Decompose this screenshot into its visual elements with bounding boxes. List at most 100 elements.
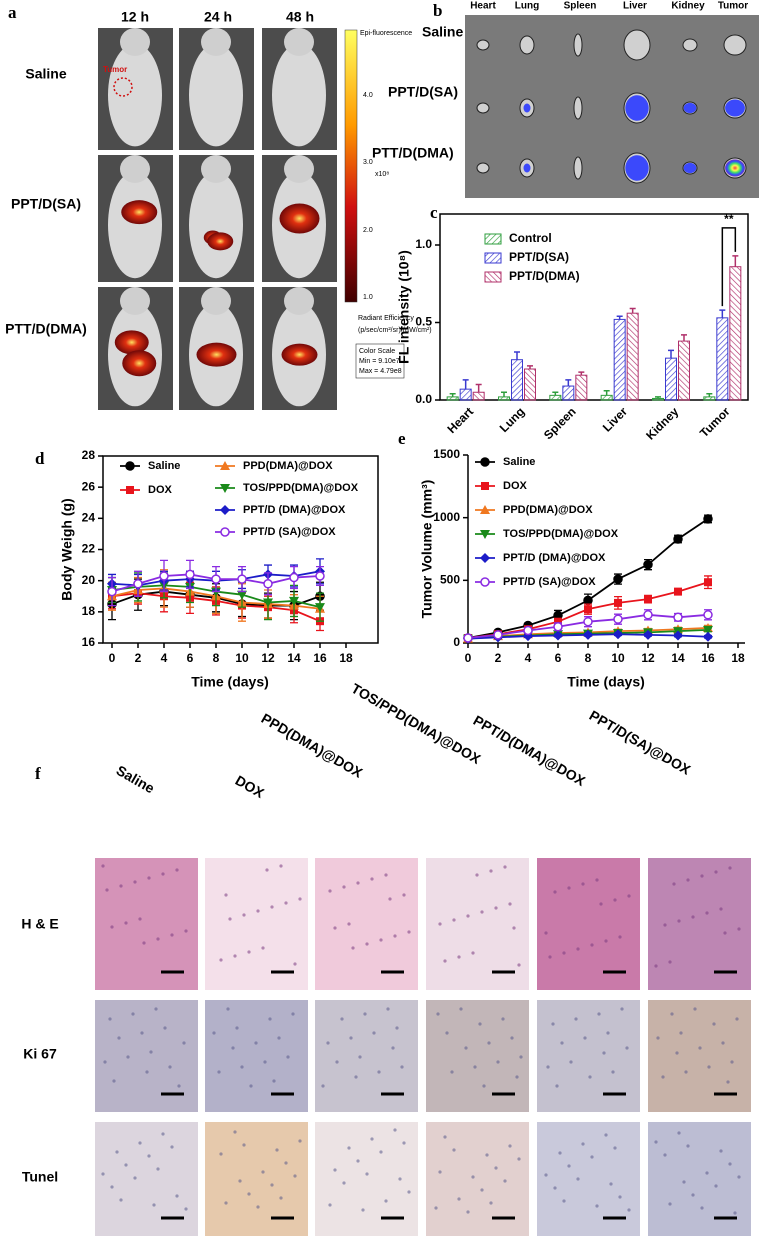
marker [480, 553, 490, 563]
panel-label: d [35, 449, 45, 468]
cell [707, 1065, 711, 1069]
cell [728, 866, 732, 870]
marker [673, 630, 683, 641]
cell [693, 1007, 697, 1011]
cell [588, 1075, 592, 1079]
cell [558, 1151, 562, 1155]
x-tick-label: 10 [611, 651, 625, 665]
cell [105, 888, 109, 892]
cell [519, 1055, 523, 1059]
cell [145, 1070, 149, 1074]
legend-label: PPD(DMA)@DOX [243, 460, 333, 472]
marker [185, 569, 195, 580]
cell [101, 864, 105, 868]
cell [268, 1017, 272, 1021]
marker [583, 595, 593, 606]
cell [261, 946, 265, 950]
x-tick-label: Heart [444, 404, 476, 436]
marker [263, 598, 273, 608]
cell [597, 1012, 601, 1016]
x-axis-label: Time (days) [191, 674, 269, 690]
organ-label: Spleen [564, 1, 597, 12]
legend-label: Control [509, 231, 552, 245]
organ-label: Tumor [718, 1, 748, 12]
cell [661, 1075, 665, 1079]
mouse-body [272, 43, 326, 147]
cell [700, 874, 704, 878]
bar [716, 317, 729, 401]
marker [159, 571, 169, 581]
error-bar [655, 396, 661, 399]
x-tick-label: 18 [731, 651, 745, 665]
time-label: 48 h [286, 9, 314, 25]
bar [678, 340, 690, 401]
bar [511, 359, 523, 401]
panel-label: a [8, 3, 17, 22]
mouse-head [201, 287, 231, 315]
x-tick-label: 12 [261, 651, 275, 665]
cell [279, 1196, 283, 1200]
bar [549, 394, 562, 401]
cell [326, 1041, 330, 1045]
cell [606, 1031, 610, 1035]
cell [464, 1046, 468, 1050]
bar [472, 391, 485, 401]
time-label: 24 h [204, 9, 232, 25]
cell [466, 914, 470, 918]
cell [379, 1150, 383, 1154]
bar [446, 396, 459, 401]
organ [476, 102, 490, 114]
y-tick-label: 26 [82, 479, 96, 493]
cell [679, 1031, 683, 1035]
organ-image [465, 15, 759, 198]
cell [737, 1175, 741, 1179]
scale-multiplier: x10⁸ [375, 171, 389, 178]
cell [386, 1007, 390, 1011]
cell [175, 1194, 179, 1198]
cell [445, 1031, 449, 1035]
cell [119, 1198, 123, 1202]
cell [400, 1065, 404, 1069]
y-axis-label: FL intensity (10⁸) [396, 250, 412, 364]
bar [498, 396, 510, 401]
cell [436, 1012, 440, 1016]
marker [703, 625, 713, 635]
cell [553, 1186, 557, 1190]
error-bar [475, 383, 482, 393]
cell [735, 1017, 739, 1021]
bar [600, 394, 613, 401]
group-label: DOX [233, 772, 268, 801]
group-label: PTT/D(DMA) [372, 145, 454, 161]
cell [110, 925, 114, 929]
organ [682, 38, 698, 52]
scale-tick: 3.0 [363, 159, 373, 166]
plot-frame [439, 213, 749, 401]
y-tick-label: 1.0 [415, 237, 432, 251]
legend-label: PPT/D (SA)@DOX [243, 526, 336, 538]
cell [691, 1193, 695, 1197]
time-label: 12 h [121, 9, 149, 25]
legend-label: PPT/D (SA)@DOX [503, 576, 596, 588]
error-bar [719, 309, 726, 318]
cell [110, 1185, 114, 1189]
cell [480, 1188, 484, 1192]
cell [131, 1012, 135, 1016]
cell [249, 1084, 253, 1088]
cell [184, 929, 188, 933]
x-tick-label: 14 [287, 651, 301, 665]
marker [107, 586, 117, 597]
x-tick-label: 4 [525, 651, 532, 665]
error-bar [552, 391, 559, 396]
organ-label: Heart [470, 1, 496, 12]
organ-signal [523, 163, 531, 173]
cell [407, 1190, 411, 1194]
y-tick-label: 20 [82, 573, 96, 587]
marker [614, 598, 622, 607]
tumor-label: Tumor [103, 65, 127, 74]
cell [298, 1139, 302, 1143]
organ-label: Kidney [671, 1, 705, 12]
y-tick-label: 28 [82, 448, 96, 462]
y-axis-label: Tumor Volume (mm³) [419, 480, 435, 619]
cell [508, 902, 512, 906]
y-tick-label: 1000 [433, 510, 460, 524]
